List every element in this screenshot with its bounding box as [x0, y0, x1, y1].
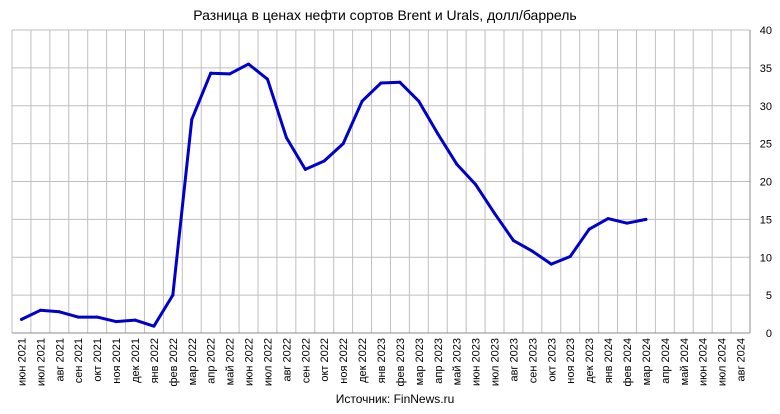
- data-point: [247, 62, 251, 66]
- y-tick-label: 40: [760, 25, 772, 37]
- x-tick-label: сен 2021: [73, 338, 85, 383]
- x-tick-labels: июн 2021 июл 2021 авг 2021 сен 2021 окт 2021…: [16, 338, 747, 387]
- y-tick-label: 0: [766, 328, 772, 340]
- x-tick-label: авг 2024: [736, 338, 748, 382]
- data-point: [493, 211, 497, 215]
- data-point: [284, 136, 288, 140]
- x-tick-label: июн 2023: [471, 338, 483, 386]
- y-tick-label: 15: [760, 214, 772, 226]
- x-tick-label: дек 2023: [584, 338, 596, 383]
- x-tick-label: мар 2022: [187, 338, 199, 385]
- x-tick-label: окт 2023: [546, 338, 558, 382]
- x-tick-label: июн 2021: [16, 338, 28, 386]
- x-tick-label: фев 2024: [622, 338, 634, 387]
- data-point: [417, 99, 421, 103]
- chart-title: Разница в ценах нефти сортов Brent и Ura…: [193, 7, 576, 23]
- x-tick-label: авг 2023: [508, 338, 520, 382]
- x-tick-label: окт 2022: [319, 338, 331, 382]
- x-tick-label: янв 2022: [149, 338, 161, 383]
- x-tick-label: май 2022: [225, 338, 237, 385]
- data-point: [341, 142, 345, 146]
- data-point: [606, 217, 610, 221]
- data-point: [398, 80, 402, 84]
- x-tick-label: апр 2023: [433, 338, 445, 384]
- data-point: [152, 324, 156, 328]
- y-tick-label: 20: [760, 177, 772, 189]
- data-point: [379, 81, 383, 85]
- data-point: [455, 162, 459, 166]
- data-point: [209, 71, 213, 75]
- y-tick-label: 5: [766, 290, 772, 302]
- x-tick-label: дек 2021: [130, 338, 142, 383]
- data-point: [19, 317, 23, 321]
- x-tick-label: янв 2024: [603, 338, 615, 383]
- x-tick-label: мар 2024: [641, 338, 653, 385]
- x-tick-label: ноя 2022: [338, 338, 350, 384]
- x-tick-label: янв 2023: [376, 338, 388, 383]
- data-point: [436, 132, 440, 136]
- data-point: [360, 99, 364, 103]
- x-tick-label: июл 2021: [35, 338, 47, 386]
- x-tick-label: май 2023: [452, 338, 464, 385]
- x-tick-label: сен 2023: [527, 338, 539, 383]
- data-point: [568, 254, 572, 258]
- data-point: [133, 318, 137, 322]
- x-tick-label: май 2024: [679, 338, 691, 385]
- data-point: [511, 239, 515, 243]
- x-tick-label: мар 2023: [414, 338, 426, 385]
- data-point: [322, 159, 326, 163]
- x-tick-label: июн 2024: [698, 338, 710, 386]
- data-point: [57, 310, 61, 314]
- data-point: [171, 293, 175, 297]
- x-tick-label: ноя 2021: [111, 338, 123, 384]
- x-tick-label: июл 2024: [717, 338, 729, 386]
- data-point: [38, 308, 42, 312]
- data-point: [303, 167, 307, 171]
- axes: [12, 30, 751, 334]
- data-point: [190, 117, 194, 121]
- source-note: Источник: FinNews.ru: [336, 392, 455, 406]
- data-point: [76, 315, 80, 319]
- y-tick-label: 35: [760, 63, 772, 75]
- data-point: [644, 217, 648, 221]
- x-tick-label: апр 2022: [206, 338, 218, 384]
- y-tick-label: 30: [760, 101, 772, 113]
- data-point: [114, 320, 118, 324]
- x-tick-label: июл 2023: [490, 338, 502, 386]
- data-point: [228, 72, 232, 76]
- grid: [11, 29, 751, 334]
- data-point: [587, 227, 591, 231]
- x-tick-label: сен 2022: [300, 338, 312, 383]
- y-tick-label: 25: [760, 139, 772, 151]
- y-tick-label: 10: [760, 252, 772, 264]
- x-tick-label: авг 2022: [281, 338, 293, 382]
- x-tick-label: июн 2022: [244, 338, 256, 386]
- data-point: [95, 315, 99, 319]
- series-line: [20, 62, 648, 328]
- x-tick-label: фев 2022: [168, 338, 180, 387]
- x-tick-label: ноя 2023: [565, 338, 577, 384]
- x-tick-label: дек 2022: [357, 338, 369, 383]
- data-point: [265, 77, 269, 81]
- x-tick-label: авг 2021: [54, 338, 66, 382]
- data-point: [625, 221, 629, 225]
- x-tick-label: фев 2023: [395, 338, 407, 387]
- x-tick-label: окт 2021: [92, 338, 104, 382]
- series-layer: [19, 62, 648, 328]
- x-tick-label: апр 2024: [660, 338, 672, 384]
- data-point: [530, 249, 534, 253]
- x-tick-label: июл 2022: [262, 338, 274, 386]
- data-point: [549, 262, 553, 266]
- y-tick-labels: 0 5 10 15 20 25 30 35 40: [760, 25, 772, 340]
- data-point: [474, 183, 478, 187]
